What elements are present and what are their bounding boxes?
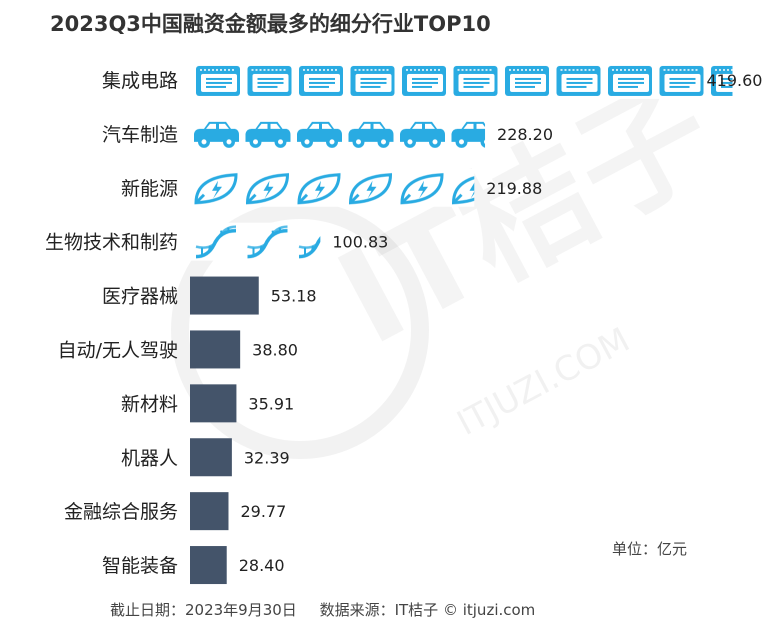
value-label: 228.20 [497, 125, 553, 144]
footer-date: 截止日期：2023年9月30日 [110, 601, 297, 619]
category-label: 汽车制造 [102, 124, 178, 146]
bar-leaf-icon [190, 168, 475, 207]
value-label: 100.83 [332, 233, 388, 252]
bar [190, 438, 232, 477]
value-label: 53.18 [271, 287, 317, 306]
category-label: 新能源 [121, 178, 178, 200]
value-label: 29.77 [240, 502, 286, 521]
value-label: 32.39 [244, 448, 290, 467]
category-label: 机器人 [121, 447, 178, 469]
category-label: 金融综合服务 [64, 501, 178, 523]
unit-label: 单位：亿元 [612, 540, 688, 558]
category-label: 智能装备 [102, 555, 178, 577]
category-label: 医疗器械 [102, 286, 178, 308]
bar [190, 384, 237, 423]
value-label: 419.60 [706, 71, 762, 90]
footer-source: 数据来源：IT桔子 © itjuzi.com [319, 601, 536, 619]
value-label: 38.80 [252, 340, 298, 359]
bar-dna-icon [190, 222, 321, 261]
bar-car-icon [190, 114, 486, 153]
chart-title: 2023Q3中国融资金额最多的细分行业TOP10 [50, 12, 491, 36]
category-label: 自动/无人驾驶 [58, 339, 178, 361]
value-label: 28.40 [239, 556, 285, 575]
bar [190, 330, 241, 369]
bar [190, 546, 227, 585]
category-label: 新材料 [121, 393, 178, 415]
footer: 截止日期：2023年9月30日 数据来源：IT桔子 © itjuzi.com [110, 599, 553, 620]
value-label: 219.88 [486, 179, 542, 198]
value-label: 35.91 [248, 394, 294, 413]
category-label: 集成电路 [102, 70, 178, 92]
bar-chip-icon [190, 60, 733, 99]
category-label: 生物技术和制药 [45, 232, 178, 254]
bar [190, 492, 229, 531]
bar [190, 276, 259, 315]
